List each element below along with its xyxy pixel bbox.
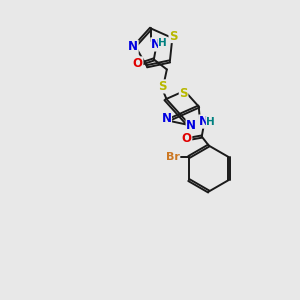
Text: O: O bbox=[133, 57, 143, 70]
Text: N: N bbox=[128, 40, 138, 53]
Text: H: H bbox=[158, 38, 167, 48]
Text: Br: Br bbox=[166, 152, 180, 162]
Text: H: H bbox=[206, 117, 215, 127]
Text: N: N bbox=[199, 115, 209, 128]
Text: S: S bbox=[179, 87, 188, 100]
Text: S: S bbox=[159, 80, 167, 93]
Text: N: N bbox=[186, 119, 196, 132]
Text: O: O bbox=[182, 132, 192, 145]
Text: N: N bbox=[151, 38, 161, 51]
Text: S: S bbox=[169, 29, 178, 43]
Text: N: N bbox=[161, 112, 172, 125]
